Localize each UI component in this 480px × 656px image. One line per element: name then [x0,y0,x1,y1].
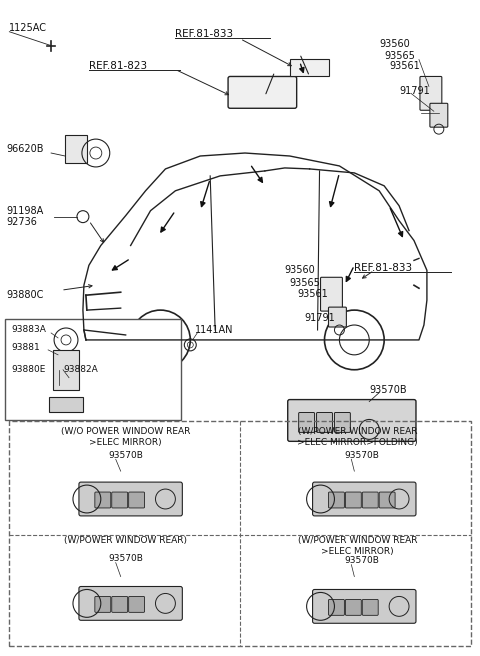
Text: (W/POWER WINDOW REAR): (W/POWER WINDOW REAR) [64,536,187,545]
Text: 93570B: 93570B [109,554,144,563]
FancyBboxPatch shape [321,277,342,311]
FancyBboxPatch shape [362,492,378,508]
Text: 93561: 93561 [389,60,420,71]
FancyBboxPatch shape [312,482,416,516]
Bar [9,421,471,646]
FancyBboxPatch shape [312,590,416,623]
FancyBboxPatch shape [129,492,144,508]
Text: 91791: 91791 [399,87,430,96]
Text: (W/O POWER WINDOW REAR: (W/O POWER WINDOW REAR [61,427,191,436]
FancyBboxPatch shape [95,492,111,508]
Text: 96620B: 96620B [6,144,44,154]
Text: (W/POWER WINDOW REAR: (W/POWER WINDOW REAR [298,536,417,545]
FancyBboxPatch shape [328,600,344,615]
FancyBboxPatch shape [316,413,333,432]
FancyBboxPatch shape [299,413,314,432]
Text: 93565: 93565 [384,51,415,60]
FancyBboxPatch shape [379,492,395,508]
Text: 93570B: 93570B [344,451,379,460]
Text: >ELEC MIRROR>FOLDING): >ELEC MIRROR>FOLDING) [297,438,418,447]
Text: REF.81-833: REF.81-833 [354,263,412,274]
Bar [65,135,87,163]
FancyBboxPatch shape [335,413,350,432]
Text: 91791: 91791 [305,313,336,323]
FancyBboxPatch shape [112,492,128,508]
Text: 93560: 93560 [379,39,410,49]
Text: 93570B: 93570B [369,384,407,395]
Text: 93560: 93560 [285,265,315,276]
FancyBboxPatch shape [5,319,181,420]
FancyBboxPatch shape [112,596,128,612]
Text: 93880E: 93880E [12,365,46,375]
Text: 92736: 92736 [6,216,37,226]
Text: 93881: 93881 [12,343,40,352]
FancyBboxPatch shape [95,596,111,612]
Bar [49,397,83,411]
FancyBboxPatch shape [129,596,144,612]
Text: >ELEC MIRROR): >ELEC MIRROR) [321,547,394,556]
FancyBboxPatch shape [288,400,416,441]
FancyBboxPatch shape [79,482,182,516]
Text: (W/POWER WINDOW REAR: (W/POWER WINDOW REAR [298,427,417,436]
Bar [290,58,329,77]
Text: 1125AC: 1125AC [9,23,48,33]
FancyBboxPatch shape [346,600,361,615]
Text: 1141AN: 1141AN [195,325,234,335]
FancyBboxPatch shape [328,307,347,327]
FancyBboxPatch shape [228,77,297,108]
Text: 93570B: 93570B [344,556,379,565]
FancyBboxPatch shape [430,103,448,127]
FancyBboxPatch shape [362,600,378,615]
FancyBboxPatch shape [79,586,182,621]
Text: REF.81-833: REF.81-833 [175,29,233,39]
FancyBboxPatch shape [328,492,344,508]
FancyBboxPatch shape [420,77,442,110]
Text: 93880C: 93880C [6,290,44,300]
Text: 93570B: 93570B [109,451,144,460]
Text: REF.81-823: REF.81-823 [89,60,147,71]
Bar [53,350,79,390]
Text: 93565: 93565 [290,278,321,288]
Text: 93882A: 93882A [63,365,98,375]
Text: 93561: 93561 [298,289,328,299]
Text: 93883A: 93883A [12,325,46,335]
Text: >ELEC MIRROR): >ELEC MIRROR) [89,438,162,447]
Text: 91198A: 91198A [6,206,44,216]
FancyBboxPatch shape [346,492,361,508]
